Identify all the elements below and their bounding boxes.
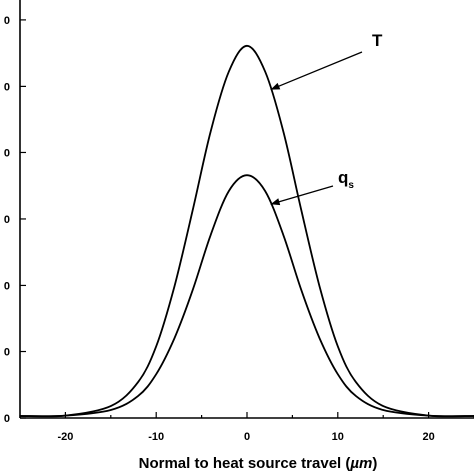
- arrow-to-qs-curve: [270, 185, 334, 205]
- annotation-label-T: T: [372, 31, 383, 50]
- x-tick-label: -20: [57, 431, 73, 443]
- annotations: T qs: [270, 31, 383, 206]
- y-tick-label: 0: [4, 280, 10, 292]
- arrowhead-T: [270, 82, 281, 90]
- x-axis-title-unit: µm: [349, 455, 372, 472]
- y-tick-label: 0: [4, 214, 10, 226]
- series-layer: [19, 44, 474, 418]
- series-line-T: [19, 44, 474, 418]
- arrow-to-T-curve: [270, 51, 363, 91]
- x-tick-label: 0: [244, 431, 250, 443]
- y-tick-label: 0: [4, 413, 10, 425]
- x-axis-title: Normal to heat source travel (µm): [139, 455, 378, 472]
- annotation-sub-qs: s: [348, 180, 354, 191]
- y-tick-label: 0: [4, 81, 10, 93]
- series-line-qs: [19, 174, 474, 418]
- annotation-label-qs: qs: [338, 168, 354, 191]
- x-tick-label: 10: [332, 431, 344, 443]
- y-tick-label: 0: [4, 347, 10, 359]
- y-tick-label: 0: [4, 147, 10, 159]
- annotation-main-qs: q: [338, 168, 348, 187]
- x-axis-title-prefix: Normal to heat source travel (: [139, 455, 351, 472]
- x-tick-label: 20: [422, 431, 434, 443]
- y-tick-label: 0: [4, 15, 10, 27]
- arrowhead-qs: [270, 198, 281, 206]
- annotation-main-T: T: [372, 31, 383, 50]
- axes: -20 -10 0 10 20 0 0 0 0 0 0 0: [4, 0, 474, 443]
- x-axis-title-suffix: ): [372, 455, 377, 472]
- x-tick-label: -10: [148, 431, 164, 443]
